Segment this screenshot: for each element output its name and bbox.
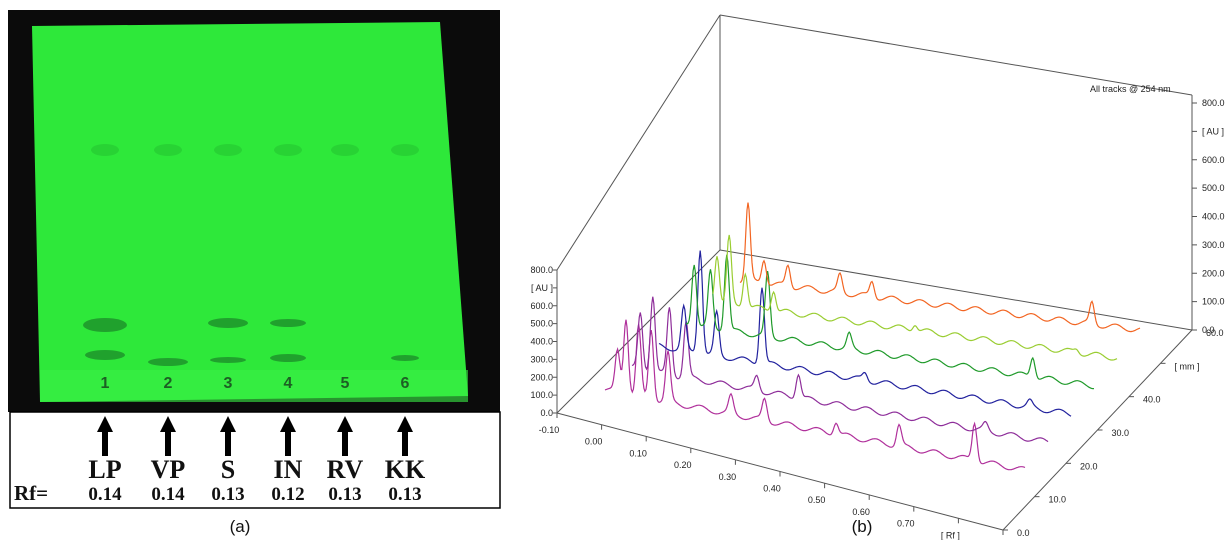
lane-number: 6 bbox=[401, 375, 410, 392]
caption: (b) bbox=[852, 517, 873, 536]
panel-a: (a) bbox=[8, 10, 501, 536]
band bbox=[391, 355, 419, 361]
lane-number: 2 bbox=[164, 375, 173, 392]
tick-label: 60.0 bbox=[1206, 328, 1224, 338]
plate-edge bbox=[40, 370, 468, 402]
sample-label: S bbox=[221, 455, 235, 484]
rf-value: 0.13 bbox=[328, 484, 361, 505]
tick-label: 600.0 bbox=[1202, 155, 1225, 165]
tlc-plate bbox=[32, 22, 468, 402]
rf-label: Rf= bbox=[14, 481, 48, 505]
tick-label: [ mm ] bbox=[1175, 361, 1200, 371]
arrow-head bbox=[160, 416, 176, 432]
tick-label: 800.0 bbox=[1202, 98, 1225, 108]
band bbox=[270, 354, 306, 362]
axis-line bbox=[556, 14, 721, 271]
arrow-shaft bbox=[225, 430, 231, 456]
trace bbox=[631, 296, 1049, 443]
trace bbox=[685, 254, 1095, 390]
band bbox=[331, 144, 359, 156]
tick-label: 0.0 bbox=[1017, 528, 1030, 538]
tick-label: 20.0 bbox=[1080, 461, 1098, 471]
arrow-head bbox=[280, 416, 296, 432]
band bbox=[91, 144, 119, 156]
tick-label: 0.0 bbox=[540, 408, 553, 418]
arrow-head bbox=[397, 416, 413, 432]
band bbox=[391, 144, 419, 156]
rf-value: 0.13 bbox=[211, 484, 244, 505]
tick-label: 0.70 bbox=[897, 519, 915, 529]
tick-label: [ AU ] bbox=[531, 283, 553, 293]
trace bbox=[739, 202, 1141, 333]
sample-label: RV bbox=[327, 455, 364, 484]
arrow-shaft bbox=[402, 430, 408, 456]
tick-label: 0.30 bbox=[719, 472, 737, 482]
axis-line bbox=[719, 249, 1193, 331]
tick-label: 300.0 bbox=[1202, 240, 1225, 250]
band bbox=[208, 318, 248, 328]
tick-label: [ Rf ] bbox=[941, 530, 960, 540]
tick-label: 0.20 bbox=[674, 460, 692, 470]
rf-value: 0.14 bbox=[151, 484, 185, 505]
band bbox=[214, 144, 242, 156]
trace bbox=[604, 319, 1026, 471]
rf-value: 0.12 bbox=[271, 484, 304, 505]
tick-label: -0.10 bbox=[539, 425, 560, 435]
band bbox=[85, 350, 125, 360]
tick-label: 600.0 bbox=[530, 301, 553, 311]
band bbox=[148, 358, 188, 366]
tick-label: 200.0 bbox=[530, 372, 553, 382]
lane-number: 1 bbox=[101, 375, 110, 392]
sample-label: IN bbox=[274, 455, 303, 484]
band bbox=[210, 357, 246, 363]
trace bbox=[658, 250, 1072, 417]
trace bbox=[712, 234, 1118, 361]
lane-number: 5 bbox=[341, 375, 350, 392]
rf-value: 0.14 bbox=[88, 484, 122, 505]
tick-label: 400.0 bbox=[530, 337, 553, 347]
tick-label: 300.0 bbox=[530, 354, 553, 364]
arrow-head bbox=[337, 416, 353, 432]
arrow-shaft bbox=[102, 430, 108, 456]
tick-label: 0.0 bbox=[1202, 325, 1215, 335]
band bbox=[270, 319, 306, 327]
tick-label: 100.0 bbox=[530, 390, 553, 400]
tick-label: 800.0 bbox=[530, 265, 553, 275]
arrow-head bbox=[97, 416, 113, 432]
caption: (a) bbox=[230, 517, 251, 536]
tick-label: 500.0 bbox=[1202, 183, 1225, 193]
tick-label: 400.0 bbox=[1202, 212, 1225, 222]
tick-label: 30.0 bbox=[1112, 428, 1130, 438]
arrow-shaft bbox=[342, 430, 348, 456]
tick-label: 10.0 bbox=[1049, 495, 1067, 505]
tick-label: 0.60 bbox=[852, 507, 870, 517]
label-box bbox=[9, 411, 501, 509]
tick-label: 0.50 bbox=[808, 495, 826, 505]
lane-number: 3 bbox=[224, 375, 233, 392]
sample-label: KK bbox=[385, 455, 426, 484]
tick-label: 0.40 bbox=[763, 484, 781, 494]
rf-value: 0.13 bbox=[388, 484, 421, 505]
axis-line bbox=[719, 14, 1193, 96]
arrow-shaft bbox=[285, 430, 291, 456]
tick-label: 200.0 bbox=[1202, 268, 1225, 278]
legend: All tracks @ 254 nm bbox=[1090, 84, 1171, 94]
arrow-shaft bbox=[165, 430, 171, 456]
tick-label: 40.0 bbox=[1143, 395, 1161, 405]
tick-label: [ AU ] bbox=[1202, 126, 1224, 136]
arrow-head bbox=[220, 416, 236, 432]
band bbox=[83, 318, 127, 332]
sample-label: LP bbox=[88, 455, 121, 484]
tick-label: 0.10 bbox=[629, 448, 647, 458]
lane-number: 4 bbox=[284, 375, 293, 392]
panel-b: All tracks @ 254 nm (b) bbox=[556, 14, 1193, 536]
tick-label: 100.0 bbox=[1202, 297, 1225, 307]
band bbox=[154, 144, 182, 156]
sample-label: VP bbox=[151, 455, 186, 484]
tick-label: 0.00 bbox=[585, 437, 603, 447]
tick-label: 500.0 bbox=[530, 319, 553, 329]
band bbox=[274, 144, 302, 156]
